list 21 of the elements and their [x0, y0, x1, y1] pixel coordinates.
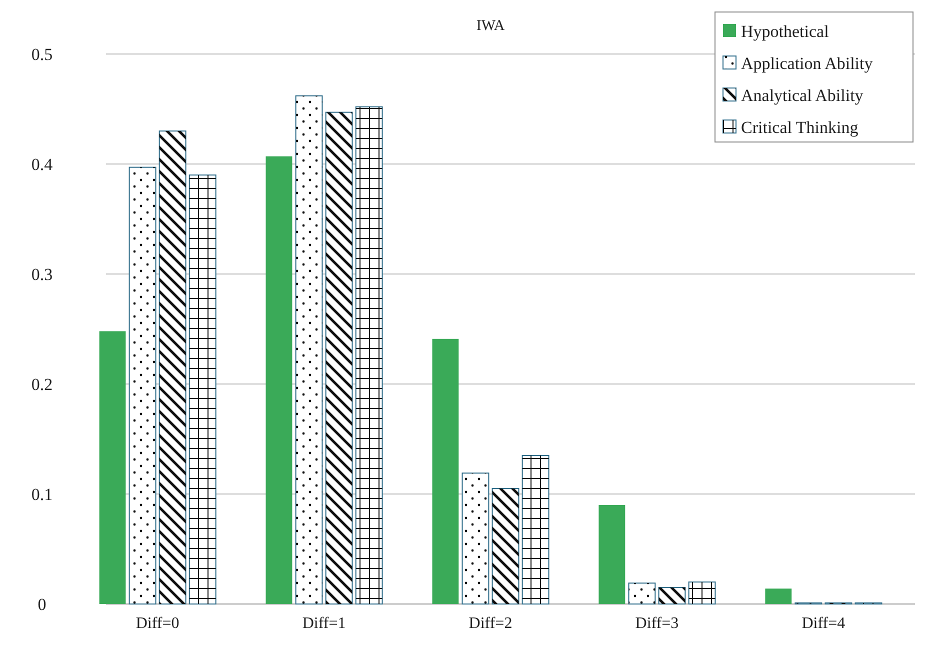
chart-title: IWA — [476, 18, 505, 34]
y-tick-label: 0 — [38, 594, 46, 614]
x-tick-label: Diff=3 — [635, 615, 679, 632]
y-tick-label: 0.3 — [31, 264, 53, 284]
bar — [598, 505, 626, 604]
y-tick-label: 0.1 — [31, 484, 53, 504]
bar — [266, 156, 292, 604]
bar — [99, 331, 126, 604]
legend-label: Hypothetical — [741, 22, 830, 41]
legend-label: Critical Thinking — [741, 118, 859, 137]
legend-label: Application Ability — [741, 54, 874, 73]
y-tick-label: 0.5 — [31, 44, 53, 64]
x-tick-label: Diff=4 — [802, 615, 846, 632]
bar — [765, 588, 792, 604]
x-tick-label: Diff=0 — [136, 615, 180, 632]
legend-label: Analytical Ability — [741, 86, 864, 105]
bar — [432, 338, 459, 604]
x-tick-label: Diff=1 — [302, 615, 346, 632]
x-tick-label: Diff=2 — [468, 615, 512, 632]
y-tick-label: 0.4 — [31, 154, 54, 174]
y-tick-label: 0.2 — [31, 374, 53, 394]
